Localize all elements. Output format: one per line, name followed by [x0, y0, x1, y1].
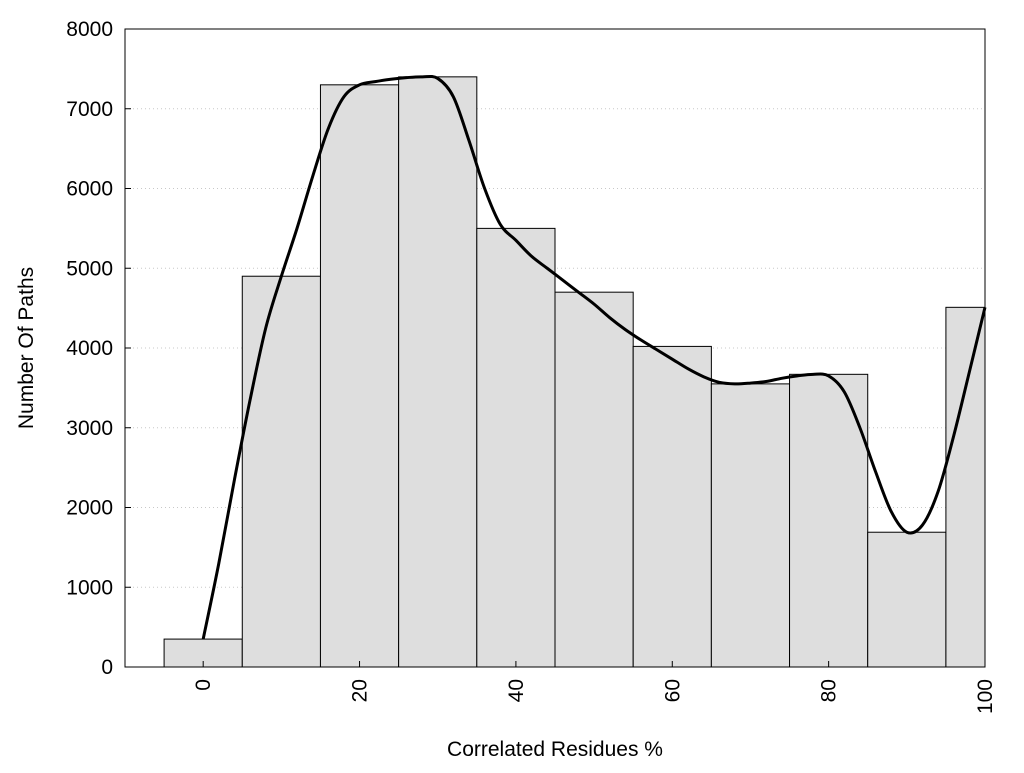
y-tick-label: 4000 [66, 337, 113, 360]
y-tick-label: 1000 [66, 576, 113, 599]
y-tick-label: 6000 [66, 178, 113, 201]
histogram-bar [710, 383, 791, 668]
y-tick-label: 5000 [66, 257, 113, 280]
curve [201, 74, 987, 640]
x-tick-label: 40 [505, 679, 528, 702]
x-tick-label: 80 [818, 679, 841, 702]
bars [163, 76, 986, 668]
histogram-bar [241, 275, 321, 668]
histogram-bar [789, 373, 869, 668]
histogram-bar [319, 84, 400, 668]
histogram-bar [554, 291, 634, 668]
y-tick-label: 3000 [66, 417, 113, 440]
histogram-bar [945, 306, 986, 668]
histogram-bar [398, 76, 478, 668]
x-tick-label: 0 [192, 679, 215, 691]
y-tick-label: 8000 [66, 18, 113, 41]
histogram-bar [476, 227, 556, 668]
trend-curve [201, 74, 987, 640]
y-axis-title: Number Of Paths [15, 267, 38, 429]
x-tick-label: 60 [661, 679, 684, 702]
y-tick-label: 7000 [66, 98, 113, 121]
histogram-bar [632, 345, 712, 668]
x-axis-ticks: 0 20 40 60 80 100 [192, 661, 997, 714]
y-tick-label: 0 [101, 656, 113, 679]
x-axis-title: Correlated Residues % [447, 738, 663, 761]
x-tick-label: 20 [349, 679, 372, 702]
histogram-bar [867, 531, 947, 668]
y-axis-ticks: 0 1000 2000 3000 4000 5000 6000 7000 8000 [66, 18, 131, 679]
y-tick-label: 2000 [66, 497, 113, 520]
x-tick-label: 100 [974, 679, 997, 714]
